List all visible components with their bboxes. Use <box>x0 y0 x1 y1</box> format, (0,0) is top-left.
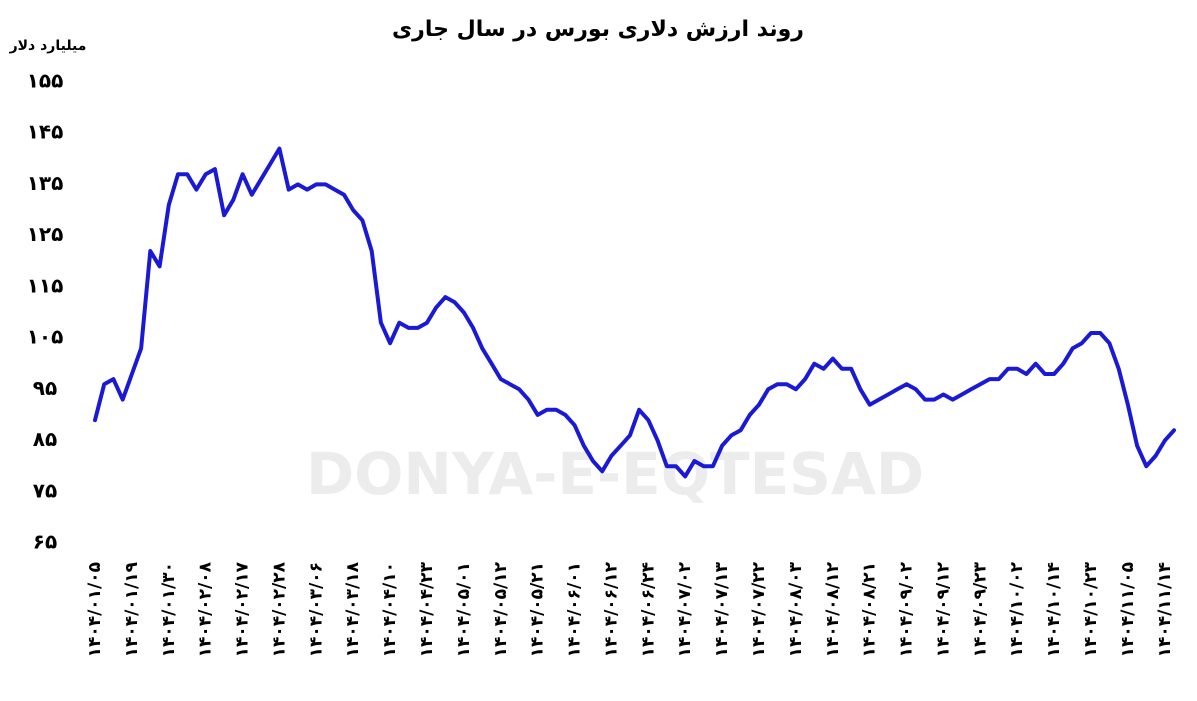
x-tick-label: ۱۴۰۴/۰۱/۰۵ <box>85 562 105 657</box>
x-tick-label: ۱۴۰۴/۱۰/۰۲ <box>1007 561 1027 657</box>
x-tick-label: ۱۴۰۴/۰۹/۱۲ <box>933 561 953 657</box>
y-tick-label: ۶۵ <box>33 530 57 554</box>
x-tick-label: ۱۴۰۴/۰۶/۰۱ <box>565 562 585 657</box>
x-tick-label: ۱۴۰۴/۰۴/۱۰ <box>380 562 400 657</box>
x-tick-label: ۱۴۰۴/۰۴/۲۳ <box>417 561 437 657</box>
x-tick-label: ۱۴۰۴/۰۳/۱۸ <box>343 561 363 657</box>
chart-title: روند ارزش دلاری بورس در سال جاری <box>392 17 804 42</box>
y-tick-label: ۷۵ <box>33 478 57 502</box>
line-series <box>93 146 1176 479</box>
x-tick-label: ۱۴۰۴/۱۱/۰۵ <box>1118 562 1138 657</box>
x-tick-label: ۱۴۰۴/۰۲/۰۸ <box>196 561 216 657</box>
y-tick-label: ۱۵۵ <box>27 69 64 93</box>
x-tick-label: ۱۴۰۴/۰۶/۱۲ <box>601 561 621 657</box>
x-tick-label: ۱۴۰۴/۰۱/۱۹ <box>122 561 142 657</box>
x-tick-label: ۱۴۰۴/۰۶/۲۴ <box>638 562 658 657</box>
x-tick-label: ۱۴۰۴/۰۹/۲۳ <box>970 561 990 657</box>
x-tick-label: ۱۴۰۴/۰۲/۱۷ <box>233 561 253 657</box>
x-tick-label: ۱۴۰۴/۱۰/۱۴ <box>1044 562 1064 657</box>
x-tick-label: ۱۴۰۴/۰۵/۱۲ <box>491 561 511 657</box>
y-tick-label: ۱۴۵ <box>27 120 64 144</box>
y-tick-label: ۱۳۵ <box>27 171 64 195</box>
y-tick-label: ۱۲۵ <box>27 222 64 246</box>
x-tick-label: ۱۴۰۴/۰۲/۲۸ <box>269 561 289 657</box>
x-tick-label: ۱۴۰۴/۱۰/۲۳ <box>1081 561 1101 657</box>
y-tick-label: ۱۰۵ <box>27 325 64 349</box>
x-tick-label: ۱۴۰۴/۰۵/۰۱ <box>454 562 474 657</box>
x-tick-label: ۱۴۰۴/۰۷/۲۲ <box>749 561 769 657</box>
y-tick-label: ۱۱۵ <box>27 273 64 297</box>
x-tick-label: ۱۴۰۴/۰۵/۲۱ <box>528 562 548 657</box>
y-axis-label: میلیارد دلار <box>9 38 87 54</box>
x-tick-label: ۱۴۰۴/۰۹/۰۲ <box>897 561 917 657</box>
y-tick-label: ۸۵ <box>33 427 57 451</box>
x-tick-label: ۱۴۰۴/۱۱/۱۴ <box>1155 562 1175 657</box>
x-tick-label: ۱۴۰۴/۰۸/۱۲ <box>823 561 843 657</box>
x-tick-label: ۱۴۰۴/۰۱/۳۰ <box>159 562 179 657</box>
x-tick-label: ۱۴۰۴/۰۸/۲۱ <box>860 562 880 657</box>
x-tick-label: ۱۴۰۴/۰۸/۰۳ <box>786 561 806 657</box>
x-tick-label: ۱۴۰۴/۰۷/۱۳ <box>712 561 732 657</box>
y-tick-label: ۹۵ <box>33 376 57 400</box>
x-tick-label: ۱۴۰۴/۰۳/۰۶ <box>306 562 326 657</box>
x-tick-label: ۱۴۰۴/۰۷/۰۲ <box>675 561 695 657</box>
